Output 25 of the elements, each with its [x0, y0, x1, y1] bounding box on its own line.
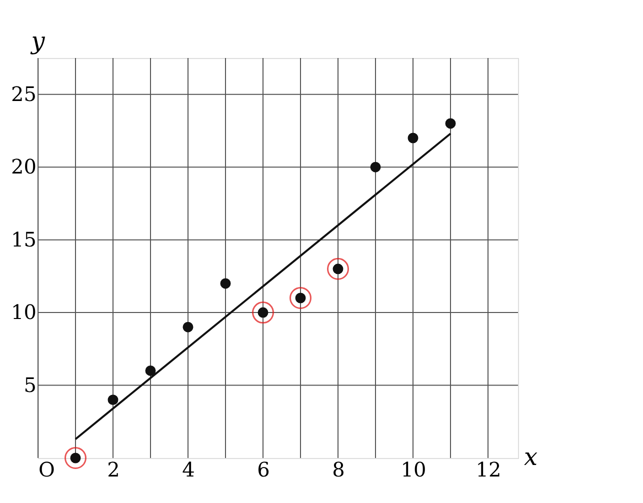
point: [220, 278, 231, 289]
point: [64, 447, 86, 469]
y-tick-label: 15: [11, 227, 36, 252]
point: [182, 322, 194, 332]
point: [108, 394, 118, 406]
x-tick-label: 6: [257, 458, 270, 482]
point: [327, 258, 349, 280]
x-axis-title: x: [524, 443, 538, 471]
x-tick-label: 8: [332, 458, 345, 482]
y-axis-title: y: [30, 27, 46, 55]
point: [252, 302, 274, 324]
x-tick-label: 4: [182, 458, 195, 482]
point: [370, 162, 381, 172]
y-tick-label: 25: [11, 82, 36, 106]
point: [145, 365, 156, 376]
point: [290, 287, 312, 309]
x-tick-label: O: [38, 458, 55, 482]
point: [408, 132, 418, 144]
y-tick-label: 5: [24, 372, 36, 397]
point: [445, 118, 456, 129]
x-tick-label: 10: [400, 458, 426, 482]
y-tick-label: 20: [11, 154, 36, 179]
y-tick-label: 10: [11, 300, 36, 324]
x-tick-label: 12: [476, 458, 502, 482]
x-tick-label: 2: [107, 458, 120, 482]
